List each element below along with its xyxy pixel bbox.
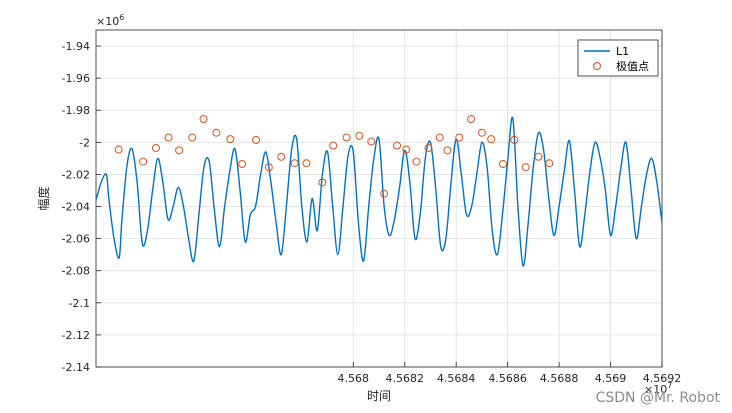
y-tick-label: -2.04 xyxy=(62,201,90,214)
y-tick-label: -2.1 xyxy=(69,297,90,310)
extremum-marker xyxy=(510,135,519,144)
x-tick-label: 4.5688 xyxy=(540,372,579,385)
extremum-marker xyxy=(342,133,351,142)
x-axis-label: 时间 xyxy=(367,389,391,403)
x-tick-label: 4.569 xyxy=(595,372,627,385)
extremum-marker xyxy=(212,128,221,137)
plot-frame xyxy=(95,29,663,368)
extremum-marker xyxy=(264,163,273,172)
y-tick-label: -1.98 xyxy=(62,104,90,117)
series-line-l1 xyxy=(95,116,663,267)
x-tick-label: 4.5682 xyxy=(385,372,424,385)
extremum-marker xyxy=(302,159,311,168)
extremum-marker xyxy=(188,133,197,142)
legend: L1 极值点 xyxy=(577,39,659,77)
x-tick-label: 4.568 xyxy=(338,372,370,385)
legend-label-l1: L1 xyxy=(616,45,629,58)
x-tick-label: 4.5684 xyxy=(437,372,476,385)
extremum-marker xyxy=(367,137,376,146)
extremum-marker xyxy=(290,159,299,168)
extremum-marker xyxy=(534,152,543,161)
y-axis-label: 幅度 xyxy=(36,186,51,210)
extremum-marker xyxy=(455,133,464,142)
extremum-marker xyxy=(355,131,364,140)
extremum-marker xyxy=(443,146,452,155)
extremum-marker xyxy=(329,141,338,150)
y-axis-exponent: ×106 xyxy=(96,13,124,28)
x-axis-ticks: 4.568 4.5682 4.5684 4.5686 4.5688 4.569 4.5692 xyxy=(338,362,682,385)
legend-box xyxy=(577,39,659,77)
extremum-marker xyxy=(393,141,402,150)
extremum-marker xyxy=(467,115,476,124)
extremum-marker xyxy=(277,152,286,161)
y-tick-label: -2.02 xyxy=(62,168,90,181)
y-tick-label: -1.94 xyxy=(62,40,90,53)
extremum-marker xyxy=(521,163,530,172)
extremum-marker xyxy=(499,159,508,168)
extremum-marker xyxy=(424,143,433,152)
extremum-marker xyxy=(545,159,554,168)
extremum-marker xyxy=(477,128,486,137)
extremum-marker xyxy=(139,157,148,166)
x-tick-label: 4.5686 xyxy=(488,372,527,385)
series-layer xyxy=(95,116,663,267)
extremum-marker xyxy=(412,157,421,166)
extremum-marker xyxy=(151,143,160,152)
extremum-marker xyxy=(238,159,247,168)
legend-marker-swatch xyxy=(593,62,601,70)
y-tick-label: -2.06 xyxy=(62,233,90,246)
extremum-marker xyxy=(380,189,389,198)
extremum-marker xyxy=(402,145,411,154)
x-axis-exponent: ×107 xyxy=(644,381,672,396)
y-axis-ticks: -1.94 -1.96 -1.98 -2 -2.02 -2.04 -2.06 -2.08 -2.… xyxy=(62,40,101,374)
extremum-marker xyxy=(175,146,184,155)
y-tick-label: -1.96 xyxy=(62,72,90,85)
y-tick-label: -2.08 xyxy=(62,265,90,278)
extremum-marker xyxy=(199,115,208,124)
extremum-marker xyxy=(226,135,235,144)
y-tick-label: -2.14 xyxy=(62,361,90,374)
extremum-marker xyxy=(435,133,444,142)
grid-layer xyxy=(96,30,663,368)
marker-layer xyxy=(114,115,554,198)
y-tick-label: -2.12 xyxy=(62,329,90,342)
extremum-marker xyxy=(114,145,123,154)
extremum-marker xyxy=(318,178,327,187)
legend-label-extrema: 极值点 xyxy=(616,59,649,73)
watermark: CSDN @Mr. Robot xyxy=(596,390,721,406)
extremum-marker xyxy=(252,135,261,144)
x-tick-label: 4.5692 xyxy=(643,372,682,385)
extremum-marker xyxy=(164,133,173,142)
extremum-marker xyxy=(487,135,496,144)
y-tick-label: -2 xyxy=(79,136,90,149)
